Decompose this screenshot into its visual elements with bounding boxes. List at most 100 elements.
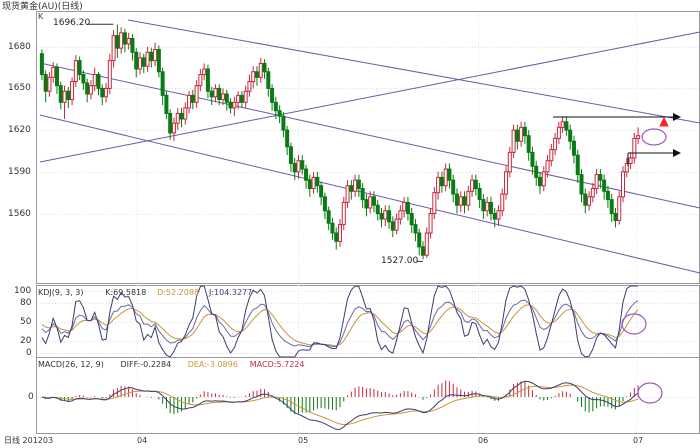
candle-body bbox=[421, 246, 426, 256]
buy-signal-mark bbox=[659, 116, 669, 127]
candle-body bbox=[319, 185, 324, 198]
candle-body bbox=[300, 160, 305, 170]
candle-body bbox=[447, 168, 452, 181]
kdj-y-tick: 80 bbox=[20, 298, 32, 308]
candle-body bbox=[402, 201, 407, 212]
candle-body bbox=[104, 87, 109, 98]
candle-body bbox=[315, 176, 320, 187]
candle-body bbox=[171, 122, 176, 134]
candle-body bbox=[602, 179, 607, 192]
candle-body bbox=[285, 129, 290, 148]
candle-body bbox=[307, 179, 312, 189]
candle-body bbox=[156, 49, 161, 73]
candle-body bbox=[270, 87, 275, 103]
candle-body bbox=[92, 74, 97, 87]
candle-body bbox=[130, 37, 135, 53]
candle-body bbox=[387, 210, 392, 223]
candle-body bbox=[266, 71, 271, 89]
window-title: 现货黄金(AU)(日线) bbox=[2, 2, 83, 12]
candle-body bbox=[126, 37, 131, 45]
candle-body bbox=[198, 74, 203, 87]
candle-body bbox=[209, 90, 214, 98]
candle-body bbox=[164, 94, 169, 114]
candle-body bbox=[613, 213, 618, 221]
candle-body bbox=[428, 213, 433, 234]
candle-body bbox=[66, 90, 71, 101]
price-y-tick: 1680 bbox=[8, 42, 31, 52]
candle-body bbox=[341, 201, 346, 226]
candle-body bbox=[553, 137, 558, 151]
candle-body bbox=[119, 32, 124, 49]
candle-body bbox=[473, 179, 478, 189]
candle-body bbox=[632, 137, 637, 159]
candle-body bbox=[85, 82, 90, 95]
kdj-j-line bbox=[41, 285, 639, 358]
candle-body bbox=[409, 213, 414, 226]
candle-body bbox=[190, 94, 195, 103]
candle-body bbox=[443, 168, 448, 187]
high-annotation: 1696.20 bbox=[53, 18, 91, 28]
macd-legend-item: MACD(26, 12, 9) bbox=[38, 360, 104, 369]
candle-body bbox=[451, 179, 456, 195]
kdj-lines bbox=[41, 285, 639, 358]
candle-body bbox=[51, 67, 56, 78]
candle-body bbox=[636, 135, 641, 139]
candle-body bbox=[239, 94, 244, 103]
kdj-highlight-circle bbox=[621, 313, 647, 335]
channel-line-3 bbox=[39, 62, 700, 209]
candle-body bbox=[88, 85, 93, 95]
candle-body bbox=[292, 162, 297, 173]
candle-body bbox=[213, 87, 218, 98]
candle-body bbox=[360, 187, 365, 201]
candle-body bbox=[454, 193, 459, 206]
candle-body bbox=[522, 126, 527, 137]
kdj-legend-item: KDJ(9, 3, 3) bbox=[38, 288, 84, 297]
candle-body bbox=[304, 168, 309, 181]
candle-body bbox=[488, 201, 493, 215]
candle-body bbox=[258, 62, 263, 78]
candle-body bbox=[432, 192, 437, 215]
candle-body bbox=[228, 101, 233, 109]
candle-body bbox=[202, 68, 207, 76]
candle-body bbox=[394, 218, 399, 231]
low-annotation: 1527.00 bbox=[381, 256, 419, 266]
candle-body bbox=[160, 71, 165, 96]
macd-lines bbox=[37, 380, 699, 430]
kdj-y-tick: 100 bbox=[14, 286, 32, 296]
candle-body bbox=[383, 210, 388, 220]
candle-body bbox=[311, 176, 316, 189]
candle-body bbox=[217, 87, 222, 101]
candle-body bbox=[511, 129, 516, 153]
candle-body bbox=[153, 49, 158, 62]
candle-body bbox=[232, 101, 237, 109]
candle-body bbox=[81, 74, 86, 84]
candle-body bbox=[598, 174, 603, 181]
candle-body bbox=[587, 196, 592, 206]
candle-body bbox=[288, 146, 293, 164]
candle-body bbox=[564, 121, 569, 131]
candle-body bbox=[138, 57, 142, 70]
candle-body bbox=[326, 210, 331, 224]
candle-body bbox=[77, 60, 82, 76]
kdj-legend-item: D:52.2088 bbox=[157, 288, 200, 297]
candle-body bbox=[145, 51, 150, 67]
candle-body bbox=[371, 196, 376, 206]
candle-body bbox=[583, 193, 588, 206]
candle-body bbox=[356, 179, 361, 189]
overlay bbox=[87, 23, 681, 404]
x-axis-label: 06 bbox=[478, 436, 489, 445]
macd-legend-item: DEA:-3.0896 bbox=[187, 360, 238, 369]
candle-body bbox=[187, 94, 192, 109]
x-axis-label: 04 bbox=[137, 436, 148, 445]
price-y-tick: 1590 bbox=[8, 167, 31, 177]
candle-body bbox=[458, 196, 463, 206]
channel-lines bbox=[39, 19, 700, 274]
x-axis-label: 07 bbox=[633, 436, 644, 445]
price-y-tick: 1620 bbox=[8, 125, 31, 135]
candlesticks bbox=[39, 24, 641, 260]
candle-body bbox=[571, 140, 576, 156]
channel-line-1 bbox=[127, 19, 700, 124]
kdj-y-tick: 20 bbox=[20, 336, 32, 346]
